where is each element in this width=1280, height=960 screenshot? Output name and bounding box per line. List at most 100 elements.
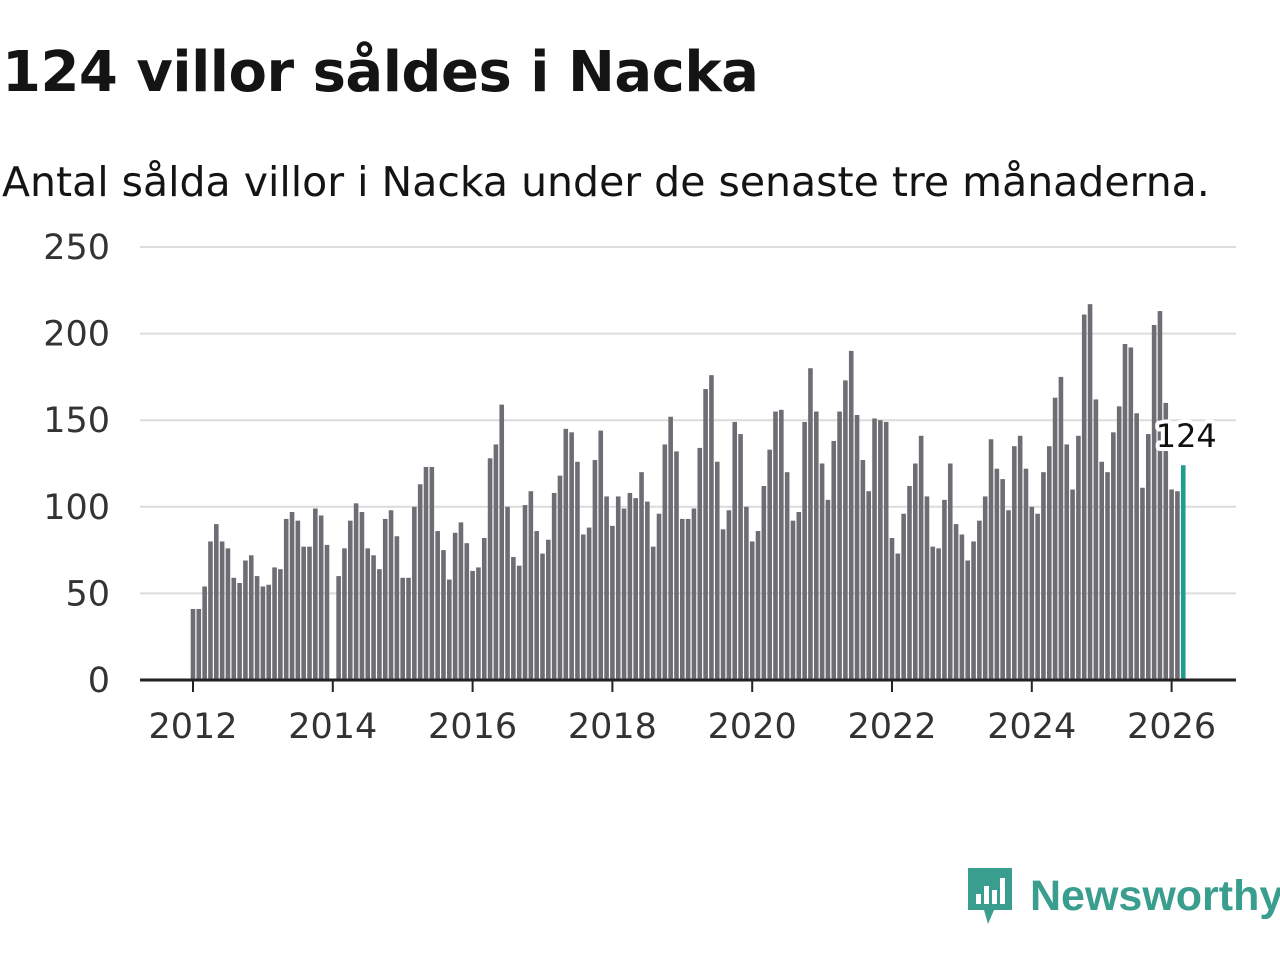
bar	[1175, 491, 1180, 680]
bar	[452, 532, 458, 680]
bar	[1000, 479, 1005, 680]
bar	[895, 553, 901, 680]
bar	[621, 508, 627, 680]
x-tick-label: 2024	[987, 707, 1076, 747]
bar	[417, 484, 423, 680]
bar	[936, 548, 941, 680]
bar	[656, 513, 662, 680]
bar	[1006, 510, 1011, 680]
bar	[767, 449, 772, 680]
bar	[546, 539, 551, 680]
bar	[359, 512, 365, 680]
bar	[819, 463, 825, 680]
bar	[831, 440, 837, 680]
bar	[1122, 343, 1128, 680]
bar	[278, 569, 283, 680]
bar	[307, 546, 312, 680]
bar	[1157, 311, 1163, 680]
brand-name: Newsworthy	[1030, 871, 1280, 920]
bar	[190, 608, 196, 680]
bar	[755, 531, 761, 680]
bar	[627, 492, 633, 680]
bar	[988, 439, 994, 680]
bar	[1105, 472, 1110, 680]
bar	[994, 468, 1000, 680]
bar	[942, 499, 947, 680]
bar	[336, 576, 341, 680]
bar	[866, 491, 871, 680]
bar	[1140, 487, 1145, 680]
bar	[575, 461, 580, 680]
chart-subtitle: Antal sålda villor i Nacka under de sena…	[2, 158, 1210, 206]
bar	[953, 524, 959, 680]
bar	[516, 565, 522, 680]
bar	[837, 411, 842, 680]
y-tick-label: 150	[43, 401, 110, 441]
bar	[266, 584, 272, 680]
bar	[1023, 468, 1029, 680]
latest-value-annotation: 124	[1152, 413, 1221, 459]
bar	[301, 546, 306, 680]
bar	[1093, 399, 1099, 680]
bar	[598, 430, 604, 680]
bar	[971, 541, 976, 680]
bar	[907, 486, 912, 680]
bar	[703, 389, 708, 680]
bar	[493, 444, 499, 680]
bar	[214, 524, 219, 680]
bar	[860, 460, 866, 680]
chart-title: 124 villor såldes i Nacka	[2, 40, 759, 105]
bar	[1111, 432, 1116, 680]
bar	[557, 475, 563, 680]
bar	[551, 492, 557, 680]
brand-logo: Newsworthy	[964, 864, 1280, 928]
bar	[528, 491, 534, 680]
bar	[237, 583, 242, 680]
bar	[848, 350, 854, 680]
y-axis: 0 50 100 150 200 250	[43, 228, 110, 701]
x-axis: 2012 2014 2016 2018 2020 2022 2024 2026	[140, 678, 1236, 747]
bar	[353, 503, 359, 680]
x-tick-label: 2018	[568, 707, 657, 747]
bar	[464, 543, 470, 680]
bar	[406, 577, 411, 680]
bar	[709, 375, 714, 680]
bar	[714, 461, 720, 680]
bar	[726, 510, 732, 680]
bar	[1046, 446, 1052, 680]
bar	[738, 434, 743, 680]
bar	[668, 416, 673, 680]
bar	[1081, 314, 1087, 680]
bar	[202, 586, 207, 680]
bar	[674, 451, 679, 680]
bar	[604, 496, 609, 680]
bar	[1076, 435, 1081, 680]
y-tick-label: 100	[43, 488, 110, 528]
bar	[889, 537, 895, 680]
bar	[219, 541, 225, 680]
y-tick-label: 200	[43, 315, 110, 355]
bar	[1064, 444, 1070, 680]
bar	[481, 537, 487, 680]
bar	[429, 466, 435, 680]
highlight-label: 124	[1156, 417, 1217, 455]
bar	[633, 498, 638, 680]
bar	[784, 472, 790, 680]
bar	[685, 518, 691, 680]
bar	[534, 531, 539, 680]
bar	[615, 496, 621, 680]
bar	[697, 447, 703, 680]
bar	[540, 553, 545, 680]
bar	[1052, 397, 1058, 680]
bar	[1099, 461, 1104, 680]
bar	[283, 518, 289, 680]
bar	[365, 548, 371, 680]
bars	[190, 304, 1186, 680]
bar	[441, 550, 446, 680]
bar	[511, 557, 516, 680]
bar	[272, 567, 277, 680]
bar	[342, 548, 347, 680]
bar	[435, 531, 440, 680]
bar	[720, 529, 726, 680]
bar	[965, 560, 971, 680]
